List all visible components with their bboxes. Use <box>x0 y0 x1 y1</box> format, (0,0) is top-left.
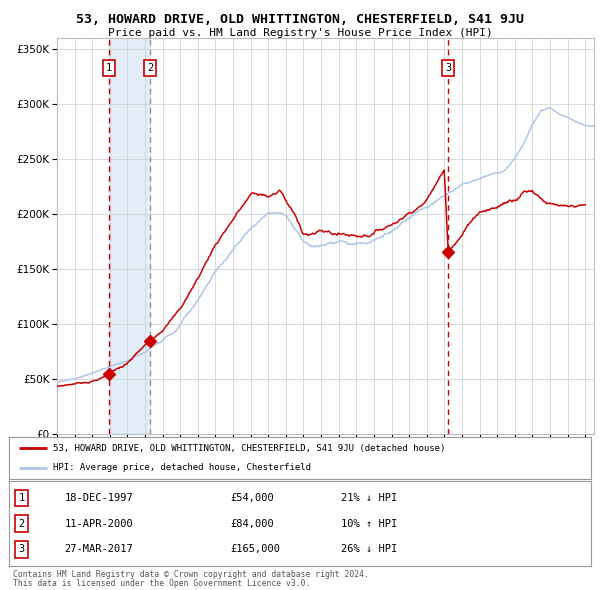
Text: £84,000: £84,000 <box>230 519 274 529</box>
Text: Contains HM Land Registry data © Crown copyright and database right 2024.: Contains HM Land Registry data © Crown c… <box>13 570 369 579</box>
Text: 1: 1 <box>19 493 25 503</box>
Bar <box>109 38 150 434</box>
Text: 53, HOWARD DRIVE, OLD WHITTINGTON, CHESTERFIELD, S41 9JU (detached house): 53, HOWARD DRIVE, OLD WHITTINGTON, CHEST… <box>53 444 445 453</box>
Text: 3: 3 <box>19 545 25 554</box>
Text: 10% ↑ HPI: 10% ↑ HPI <box>341 519 397 529</box>
Text: £165,000: £165,000 <box>230 545 280 554</box>
Text: 53, HOWARD DRIVE, OLD WHITTINGTON, CHESTERFIELD, S41 9JU: 53, HOWARD DRIVE, OLD WHITTINGTON, CHEST… <box>76 13 524 26</box>
Text: 3: 3 <box>445 63 452 73</box>
Text: HPI: Average price, detached house, Chesterfield: HPI: Average price, detached house, Ches… <box>53 463 311 472</box>
Text: 2: 2 <box>147 63 153 73</box>
Text: £54,000: £54,000 <box>230 493 274 503</box>
Text: 21% ↓ HPI: 21% ↓ HPI <box>341 493 397 503</box>
Text: 18-DEC-1997: 18-DEC-1997 <box>64 493 133 503</box>
Text: 26% ↓ HPI: 26% ↓ HPI <box>341 545 397 554</box>
Text: This data is licensed under the Open Government Licence v3.0.: This data is licensed under the Open Gov… <box>13 579 311 588</box>
Text: Price paid vs. HM Land Registry's House Price Index (HPI): Price paid vs. HM Land Registry's House … <box>107 28 493 38</box>
Text: 27-MAR-2017: 27-MAR-2017 <box>64 545 133 554</box>
Text: 2: 2 <box>19 519 25 529</box>
Text: 1: 1 <box>106 63 112 73</box>
Text: 11-APR-2000: 11-APR-2000 <box>64 519 133 529</box>
